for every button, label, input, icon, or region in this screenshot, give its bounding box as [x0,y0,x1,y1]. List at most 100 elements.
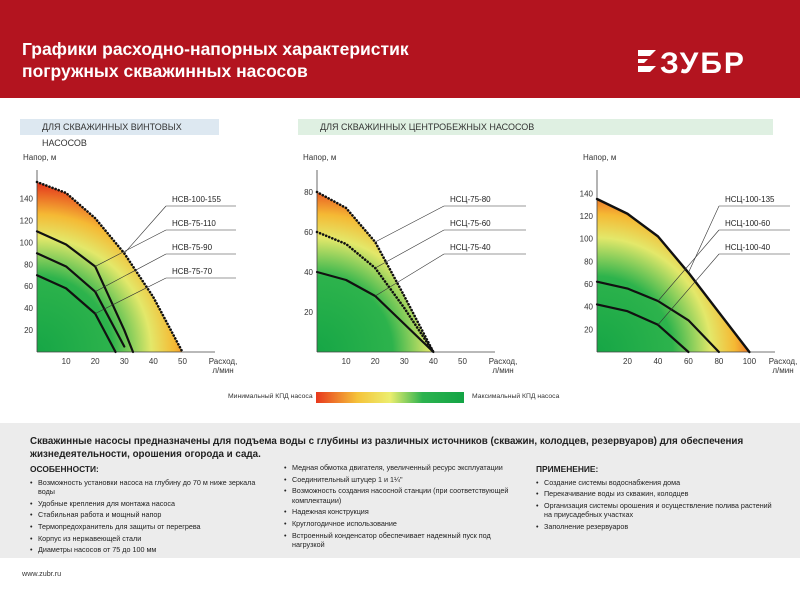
chart-centrifugal-75: Напор, м Расход,л/мин 10 20 30 40 50 20 40 60 80 НС… [303,153,526,375]
legend-max-label: Максимальный КПД насоса [472,393,560,400]
x-axis-label: Расход, [209,357,238,366]
series-line [35,230,135,354]
efficiency-area [317,192,434,352]
series-leader-line [95,229,167,267]
series-leader-line [95,253,167,292]
x-axis-label-unit: л/мин [212,366,233,375]
usage-item: Заполнение резервуаров [536,522,776,532]
features-title: ОСОБЕННОСТИ: [30,464,99,474]
x-tick-label: 20 [371,357,380,366]
x-tick-label: 20 [623,357,632,366]
series-line [595,197,751,354]
y-tick-label: 80 [24,260,33,269]
y-tick-label: 120 [20,216,34,225]
x-tick-label: 40 [149,357,158,366]
series-line [35,274,117,354]
series-label: НСВ-75-110 [172,219,216,228]
feature-item: Круглогодичное использование [284,519,514,529]
legend-min-label: Минимальный КПД насоса [228,393,313,400]
y-tick-label: 100 [20,238,34,247]
efficiency-gradient-bar [316,392,464,403]
chart-centrifugal-100: Напор, м Расход,л/мин 20 40 60 80 100 20 40 60 80 1… [580,153,798,375]
brand-text: ЗУБР [660,47,746,78]
footer-url[interactable]: www.zubr.ru [22,569,62,578]
feature-item: Удобные крепления для монтажа насоса [30,499,260,509]
title-line-2: погружных скважинных насосов [22,61,308,81]
feature-item: Медная обмотка двигателя, увеличенный ре… [284,463,514,473]
series-leader-line [375,205,445,243]
series-line [595,303,690,354]
x-tick-label: 50 [178,357,187,366]
zubr-logo: ЗУБР [638,47,746,78]
y-axis-label: Напор, м [303,153,336,162]
series-label: НСЦ-100-40 [725,243,771,252]
chart-screw-pumps: Напор, м Расход,л/мин 10 20 30 40 50 20 40 60 80 10… [20,153,238,375]
y-tick-label: 40 [584,303,593,312]
y-tick-label: 120 [580,212,594,221]
y-tick-label: 80 [304,188,313,197]
header-bar: Графики расходно-напорных характеристик … [0,0,800,98]
x-axis-label-unit: л/мин [772,366,793,375]
y-tick-label: 60 [24,282,33,291]
x-tick-label: 80 [714,357,723,366]
series-line [35,180,184,354]
usage-column: ПРИМЕНЕНИЕ: Создание системы водоснабжен… [536,464,776,534]
section-screw-label: ДЛЯ СКВАЖИННЫХ ВИНТОВЫХ НАСОСОВ [20,119,219,148]
x-tick-label: 10 [62,357,71,366]
title-line-1: Графики расходно-напорных характеристик [22,39,409,59]
section-centrifugal-label: ДЛЯ СКВАЖИННЫХ ЦЕНТРОБЕЖНЫХ НАСОСОВ [298,119,773,135]
series-label: НСВ-100-155 [172,195,221,204]
x-tick-label: 40 [653,357,662,366]
y-tick-label: 140 [20,194,34,203]
page-title: Графики расходно-напорных характеристик … [22,38,409,82]
series-label: НСЦ-100-135 [725,195,775,204]
y-tick-label: 20 [584,325,593,334]
x-axis-label: Расход, [489,357,518,366]
x-tick-label: 60 [684,357,693,366]
usage-item: Создание системы водоснабжения дома [536,478,776,488]
y-axis-label: Напор, м [23,153,56,162]
feature-item: Стабильная работа и мощный напор [30,510,260,520]
series-leader-line [657,229,720,302]
feature-item: Возможность создания насосной станции (п… [284,486,514,505]
feature-item: Термопредохранитель для защиты от перегр… [30,522,260,532]
y-tick-label: 60 [304,228,313,237]
series-label: НСВ-75-90 [172,243,213,252]
series-line [35,252,126,348]
feature-item: Диаметры насосов от 75 до 100 мм [30,545,260,555]
series-line [315,230,435,354]
usage-item: Организация системы орошения и осуществл… [536,501,776,520]
series-leader-line [124,205,167,254]
usage-item: Перекачивание воды из скважин, колодцев [536,489,776,499]
features-column: ОСОБЕННОСТИ: Возможность установки насос… [30,464,260,557]
feature-item: Возможность установки насоса на глубину … [30,478,260,497]
series-label: НСЦ-75-60 [450,219,491,228]
x-tick-label: 20 [91,357,100,366]
x-axis-label-unit: л/мин [492,366,513,375]
usage-title: ПРИМЕНЕНИЕ: [536,464,599,474]
series-label: НСЦ-100-60 [725,219,771,228]
series-leader-line [688,205,720,273]
y-axis-label: Напор, м [583,153,616,162]
x-tick-label: 50 [458,357,467,366]
x-axis-label: Расход, [769,357,798,366]
y-tick-label: 40 [24,304,33,313]
y-tick-label: 40 [304,268,313,277]
features-column-2: Медная обмотка двигателя, увеличенный ре… [284,463,514,552]
y-tick-label: 60 [584,280,593,289]
efficiency-area [37,182,183,352]
feature-item: Корпус из нержавеющей стали [30,534,260,544]
series-leader-line [375,253,445,297]
series-leader-line [95,277,167,314]
y-tick-label: 20 [24,326,33,335]
feature-item: Надежная конструкция [284,507,514,517]
x-tick-label: 10 [342,357,351,366]
y-tick-label: 100 [580,235,594,244]
series-leader-line [657,253,720,325]
x-tick-label: 30 [120,357,129,366]
y-tick-label: 80 [584,257,593,266]
feature-item: Встроенный конденсатор обеспечивает наде… [284,531,514,550]
info-title: Скважинные насосы предназначены для подъ… [30,436,744,460]
series-label: НСВ-75-70 [172,267,213,276]
y-tick-label: 140 [580,189,594,198]
